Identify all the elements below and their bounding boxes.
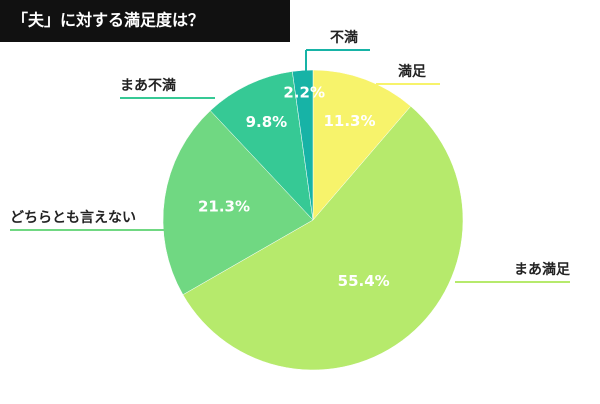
category-label: 満足 bbox=[398, 63, 427, 80]
value-label: 11.3% bbox=[323, 112, 375, 130]
value-label: 2.2% bbox=[283, 83, 325, 101]
value-label: 55.4% bbox=[338, 272, 390, 290]
chart-title: 「夫」に対する満足度は？ bbox=[12, 11, 204, 30]
category-label: どちらとも言えない bbox=[10, 209, 136, 226]
pie-slice bbox=[292, 69, 314, 221]
title-box bbox=[0, 0, 290, 42]
pie-slice bbox=[162, 110, 314, 296]
category-label: 不満 bbox=[330, 29, 358, 46]
pie-slice bbox=[182, 105, 464, 371]
value-label: 9.8% bbox=[246, 113, 288, 131]
pie-slice bbox=[312, 69, 412, 221]
category-label: まあ満足 bbox=[514, 261, 571, 278]
value-label: 21.3% bbox=[198, 197, 250, 215]
pie-slice bbox=[209, 71, 314, 221]
category-label: まあ不満 bbox=[120, 77, 176, 94]
